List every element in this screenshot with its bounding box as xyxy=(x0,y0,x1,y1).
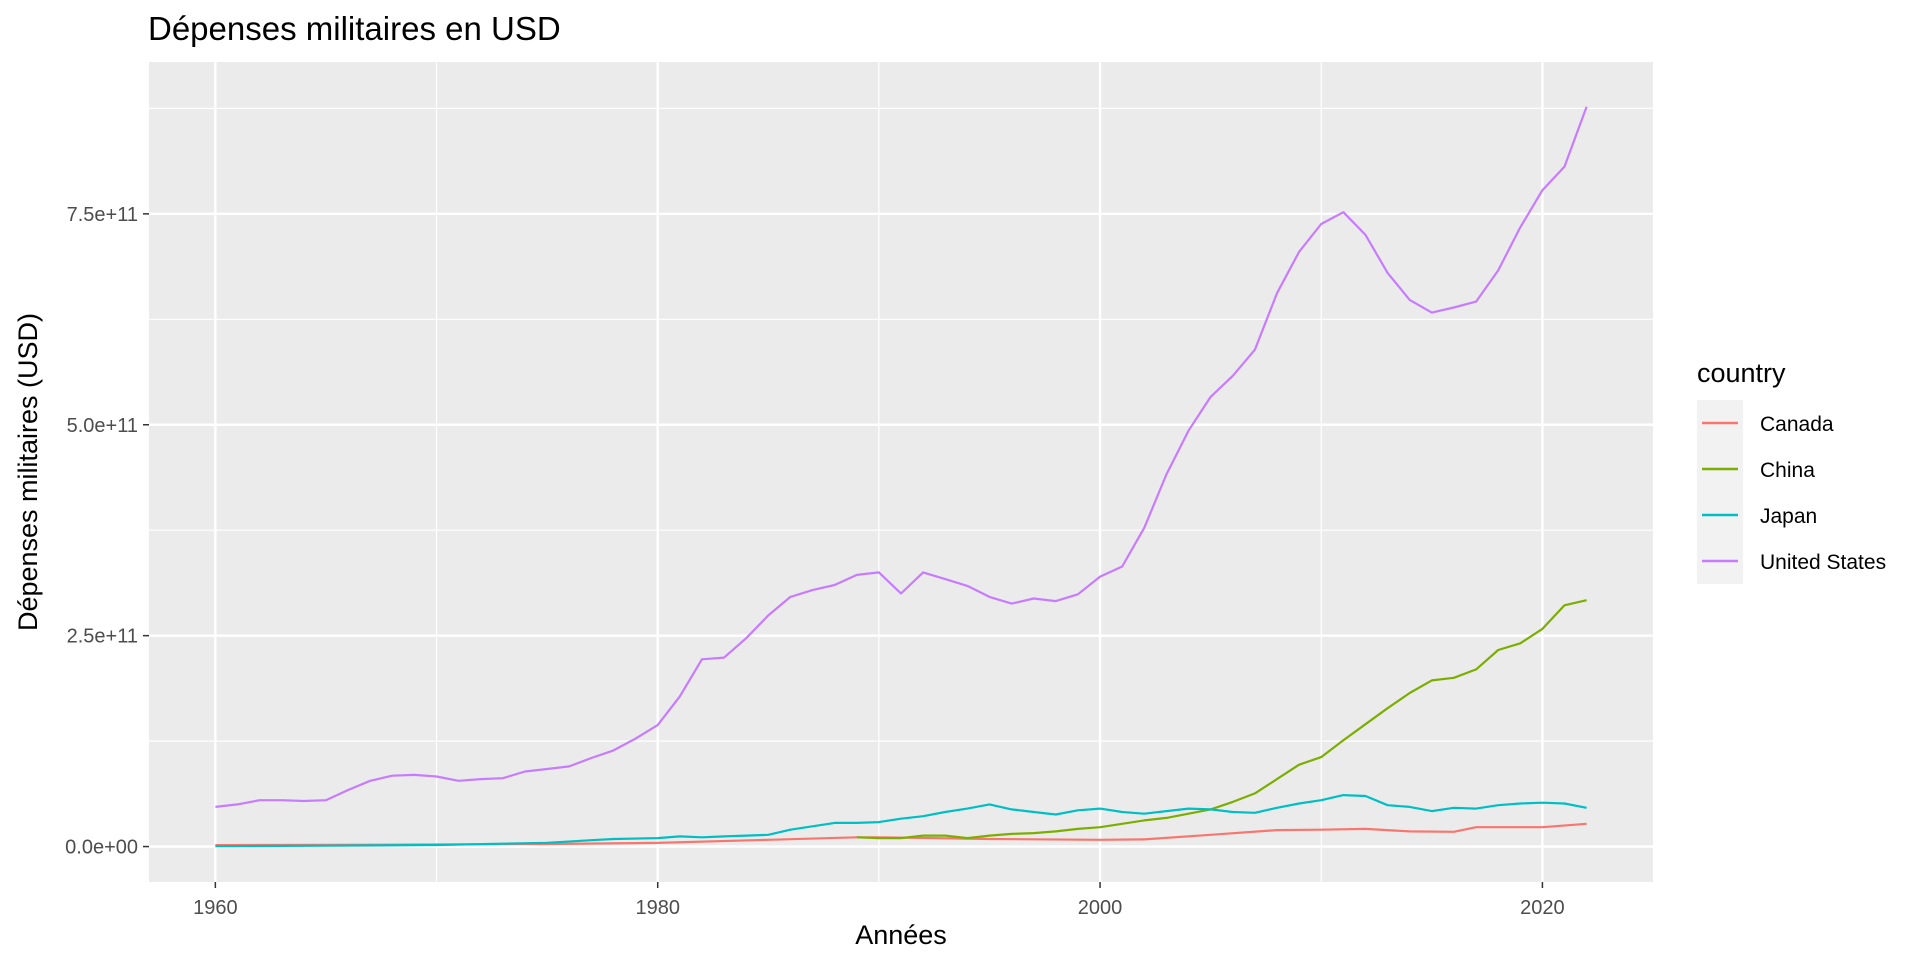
series-line-united-states xyxy=(215,106,1588,808)
series-line-canada xyxy=(215,822,1587,847)
plot-panel xyxy=(149,62,1653,882)
y-tick-label: 5.0e+11 xyxy=(67,415,138,437)
series-lines xyxy=(215,106,1588,848)
legend-label-japan: Japan xyxy=(1760,505,1817,528)
legend-key-background xyxy=(1697,400,1743,584)
major-gridlines xyxy=(149,62,1653,882)
x-axis-title: Années xyxy=(855,920,947,950)
x-tick-label: 2000 xyxy=(1078,897,1123,919)
series-line-china xyxy=(856,599,1587,840)
chart-title: Dépenses militaires en USD xyxy=(148,10,561,47)
legend-title: country xyxy=(1697,358,1786,388)
legend: country Canada China Japan United States xyxy=(1697,358,1886,584)
legend-label-china: China xyxy=(1760,459,1815,482)
y-axis-title: Dépenses militaires (USD) xyxy=(13,313,43,631)
legend-label-canada: Canada xyxy=(1760,413,1834,436)
x-tick-label: 2020 xyxy=(1520,897,1565,919)
y-axis: 0.0e+00 2.5e+11 5.0e+11 7.5e+11 xyxy=(65,204,149,859)
legend-label-united-states: United States xyxy=(1760,551,1886,574)
y-tick-label: 2.5e+11 xyxy=(67,626,138,648)
y-tick-label: 0.0e+00 xyxy=(65,837,138,859)
minor-gridlines xyxy=(149,62,1653,882)
x-tick-label: 1980 xyxy=(635,897,680,919)
y-tick-label: 7.5e+11 xyxy=(67,204,138,226)
x-tick-label: 1960 xyxy=(193,897,238,919)
series-line-japan xyxy=(215,793,1587,848)
x-axis: 1960 1980 2000 2020 xyxy=(193,882,1565,919)
